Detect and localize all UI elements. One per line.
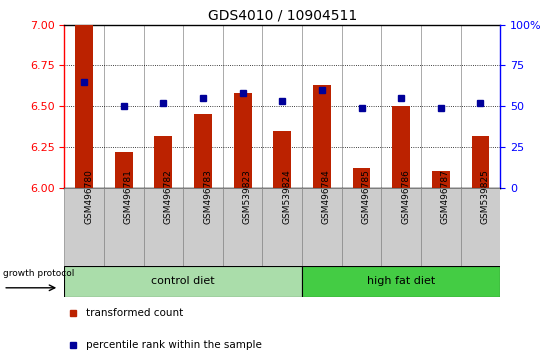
Bar — [472, 136, 490, 188]
Bar — [392, 106, 410, 188]
Bar — [313, 85, 331, 188]
Bar — [154, 136, 172, 188]
Bar — [263, 188, 302, 266]
Bar — [432, 171, 450, 188]
Text: GSM496782: GSM496782 — [163, 170, 172, 224]
Text: GSM496787: GSM496787 — [441, 170, 450, 224]
Bar — [75, 25, 93, 188]
Text: GSM539823: GSM539823 — [243, 170, 252, 224]
Bar — [194, 114, 212, 188]
Bar — [115, 152, 132, 188]
Text: GSM496785: GSM496785 — [362, 170, 371, 224]
Text: control diet: control diet — [151, 276, 215, 286]
Text: GSM496786: GSM496786 — [401, 170, 410, 224]
Text: GSM539824: GSM539824 — [282, 170, 291, 224]
Text: GSM496781: GSM496781 — [124, 170, 132, 224]
Bar — [461, 188, 500, 266]
Bar — [183, 188, 223, 266]
Bar — [64, 188, 104, 266]
Text: GSM496780: GSM496780 — [84, 170, 93, 224]
Text: GSM496784: GSM496784 — [322, 170, 331, 224]
Text: percentile rank within the sample: percentile rank within the sample — [86, 340, 262, 350]
Bar — [273, 131, 291, 188]
Bar — [234, 93, 252, 188]
Title: GDS4010 / 10904511: GDS4010 / 10904511 — [208, 8, 357, 22]
Bar — [104, 188, 144, 266]
Text: GSM539825: GSM539825 — [481, 170, 490, 224]
Text: high fat diet: high fat diet — [367, 276, 435, 286]
Bar — [223, 188, 263, 266]
Bar — [381, 188, 421, 266]
Bar — [64, 266, 302, 297]
Bar — [302, 266, 500, 297]
Bar — [421, 188, 461, 266]
Bar — [353, 168, 371, 188]
Text: transformed count: transformed count — [86, 308, 183, 318]
Text: growth protocol: growth protocol — [3, 269, 74, 278]
Bar — [342, 188, 381, 266]
Bar — [144, 188, 183, 266]
Text: GSM496783: GSM496783 — [203, 170, 212, 224]
Bar — [302, 188, 342, 266]
